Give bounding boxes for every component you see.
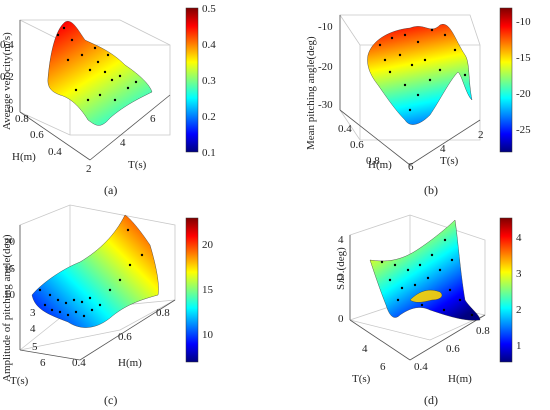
panel-a-surface xyxy=(47,21,153,126)
panel-a-cbar-tick-0: 0.5 xyxy=(202,3,216,15)
panel-b-xlabel: T(s) xyxy=(440,155,459,167)
panel-a-cbar-tick-4: 0.1 xyxy=(202,147,216,159)
panel-d-cbar-tick-2: 2 xyxy=(516,304,522,316)
panel-c-ztick-2: 20 xyxy=(4,236,16,248)
panel-a-xtick-2: 6 xyxy=(150,113,156,125)
panel-a-data-points xyxy=(56,26,138,102)
panel-d-xlabel: H(m) xyxy=(448,373,472,385)
panel-b-colorbar xyxy=(499,7,513,153)
panel-c-cbar-tick-1: 15 xyxy=(202,284,214,296)
panel-d-colorbar-ticks: 4 3 2 1 xyxy=(516,232,522,352)
panel-a-ztick-2: 0.4 xyxy=(0,39,14,51)
panel-c-ztick-1: 15 xyxy=(4,263,16,275)
panel-b-xtick-1: 4 xyxy=(440,143,446,155)
panel-c-xlabel: H(m) xyxy=(118,357,142,369)
panel-c-xtick-0: 0.4 xyxy=(72,357,86,369)
panel-c-ytick-1: 4 xyxy=(30,323,36,335)
panel-a-ztick-0: 0 xyxy=(8,104,14,116)
panel-b-ylabel: H(m) xyxy=(368,159,392,171)
panel-d-axes-lines xyxy=(349,235,486,361)
panel-d-surface xyxy=(369,219,481,321)
panel-a-cbar-tick-1: 0.4 xyxy=(202,39,216,51)
panel-b-ytick-2: 0.8 xyxy=(366,155,380,167)
panel-d-surface-fold xyxy=(409,289,443,303)
panel-d-ztick-1: 2 xyxy=(338,273,344,285)
panel-b-cbar-tick-3: -25 xyxy=(516,124,531,136)
panel-c-xtick-1: 0.6 xyxy=(118,331,132,343)
panel-b-xtick-2: 6 xyxy=(408,161,414,173)
panel-c-cbar-tick-0: 20 xyxy=(202,239,214,251)
panel-c-ylabel: T(s) xyxy=(10,375,29,387)
panel-b-ztick-0: -10 xyxy=(318,21,333,33)
panel-d-ytick-0: 4 xyxy=(362,343,368,355)
panel-b-data-points xyxy=(378,28,467,112)
panel-b-ytick-1: 0.6 xyxy=(350,139,364,151)
panel-c-ztick-0: 10 xyxy=(4,289,16,301)
panel-a-ztick-1: 0.2 xyxy=(0,71,14,83)
panel-a-axes-lines xyxy=(19,20,171,161)
panel-c-surface xyxy=(31,214,159,328)
panel-a-xtick-0: 2 xyxy=(86,163,92,175)
panel-c-ytick-2: 5 xyxy=(32,341,38,353)
panel-b-caption: (b) xyxy=(424,183,438,197)
panel-c-caption: (c) xyxy=(104,393,117,407)
panel-b: -10 -20 -30 0.4 0.6 0.8 2 4 6 Mean pitch… xyxy=(305,7,531,197)
panel-c-colorbar-ticks: 20 15 10 xyxy=(202,239,214,341)
panel-a-cbar-tick-3: 0.2 xyxy=(202,111,216,123)
panel-a-ytick-1: 0.6 xyxy=(30,129,44,141)
panel-a-zlabel: Average velocity(m/s) xyxy=(1,32,13,130)
panel-d-cbar-tick-3: 1 xyxy=(516,340,522,352)
panel-a-colorbar-ticks: 0.5 0.4 0.3 0.2 0.1 xyxy=(202,3,216,159)
panel-d-ztick-2: 4 xyxy=(338,234,344,246)
panel-b-zlabel: Mean pitching angle(deg) xyxy=(305,36,317,150)
panel-d-caption: (d) xyxy=(424,393,438,407)
panel-a: 0 0.2 0.4 0.4 0.6 0.8 2 4 6 Average velo… xyxy=(0,3,216,197)
panel-b-surface xyxy=(367,24,473,125)
panel-b-cbar-tick-0: -10 xyxy=(516,16,531,28)
panel-a-ylabel: H(m) xyxy=(12,151,36,163)
panel-d-ztick-0: 0 xyxy=(338,313,344,325)
panel-b-cbar-tick-2: -20 xyxy=(516,88,531,100)
panel-c-cbar-tick-2: 10 xyxy=(202,329,214,341)
panel-b-xtick-0: 2 xyxy=(478,129,484,141)
panel-b-cbar-tick-1: -15 xyxy=(516,52,531,64)
panel-a-ytick-2: 0.8 xyxy=(15,113,29,125)
panel-c-zlabel: Amplitude of pitching angle(deg) xyxy=(1,234,13,382)
panel-a-ytick-0: 0.4 xyxy=(48,146,62,158)
panel-c-ytick-3: 6 xyxy=(40,357,46,369)
panel-d-xtick-2: 0.8 xyxy=(476,325,490,337)
panel-b-ztick-2: -30 xyxy=(318,99,333,111)
panel-d-cbar-tick-0: 4 xyxy=(516,232,522,244)
panel-c-data-points xyxy=(38,228,144,318)
panel-a-colorbar xyxy=(185,7,199,153)
panel-b-colorbar-ticks: -10 -15 -20 -25 xyxy=(516,16,531,136)
panel-c-colorbar xyxy=(185,217,199,363)
panel-d: 0 2 4 4 6 0.4 0.6 0.8 S.D.(deg) T(s) H(m… xyxy=(335,214,522,407)
panel-d-xtick-1: 0.6 xyxy=(446,343,460,355)
panel-b-ytick-0: 0.4 xyxy=(338,123,352,135)
panel-a-caption: (a) xyxy=(104,183,117,197)
panel-c: 10 15 20 3 4 5 6 0.4 0.6 0.8 Amplitude o… xyxy=(1,204,214,407)
panel-a-cbar-tick-2: 0.3 xyxy=(202,75,216,87)
panel-a-xlabel: T(s) xyxy=(128,159,147,171)
panel-c-ytick-0: 3 xyxy=(30,307,36,319)
panel-d-colorbar xyxy=(499,217,513,363)
panel-b-axes-lines xyxy=(339,15,481,166)
panel-d-ylabel: T(s) xyxy=(352,373,371,385)
panel-d-ytick-1: 6 xyxy=(380,361,386,373)
panel-a-xtick-1: 4 xyxy=(120,137,126,149)
panel-c-axes-lines xyxy=(19,225,176,361)
panel-b-ztick-1: -20 xyxy=(318,61,333,73)
panel-d-data-points xyxy=(380,238,474,317)
panel-d-zlabel: S.D.(deg) xyxy=(335,247,347,290)
panel-d-xtick-0: 0.4 xyxy=(414,361,428,373)
panel-c-xtick-2: 0.8 xyxy=(156,307,170,319)
panel-d-cbar-tick-1: 3 xyxy=(516,268,522,280)
